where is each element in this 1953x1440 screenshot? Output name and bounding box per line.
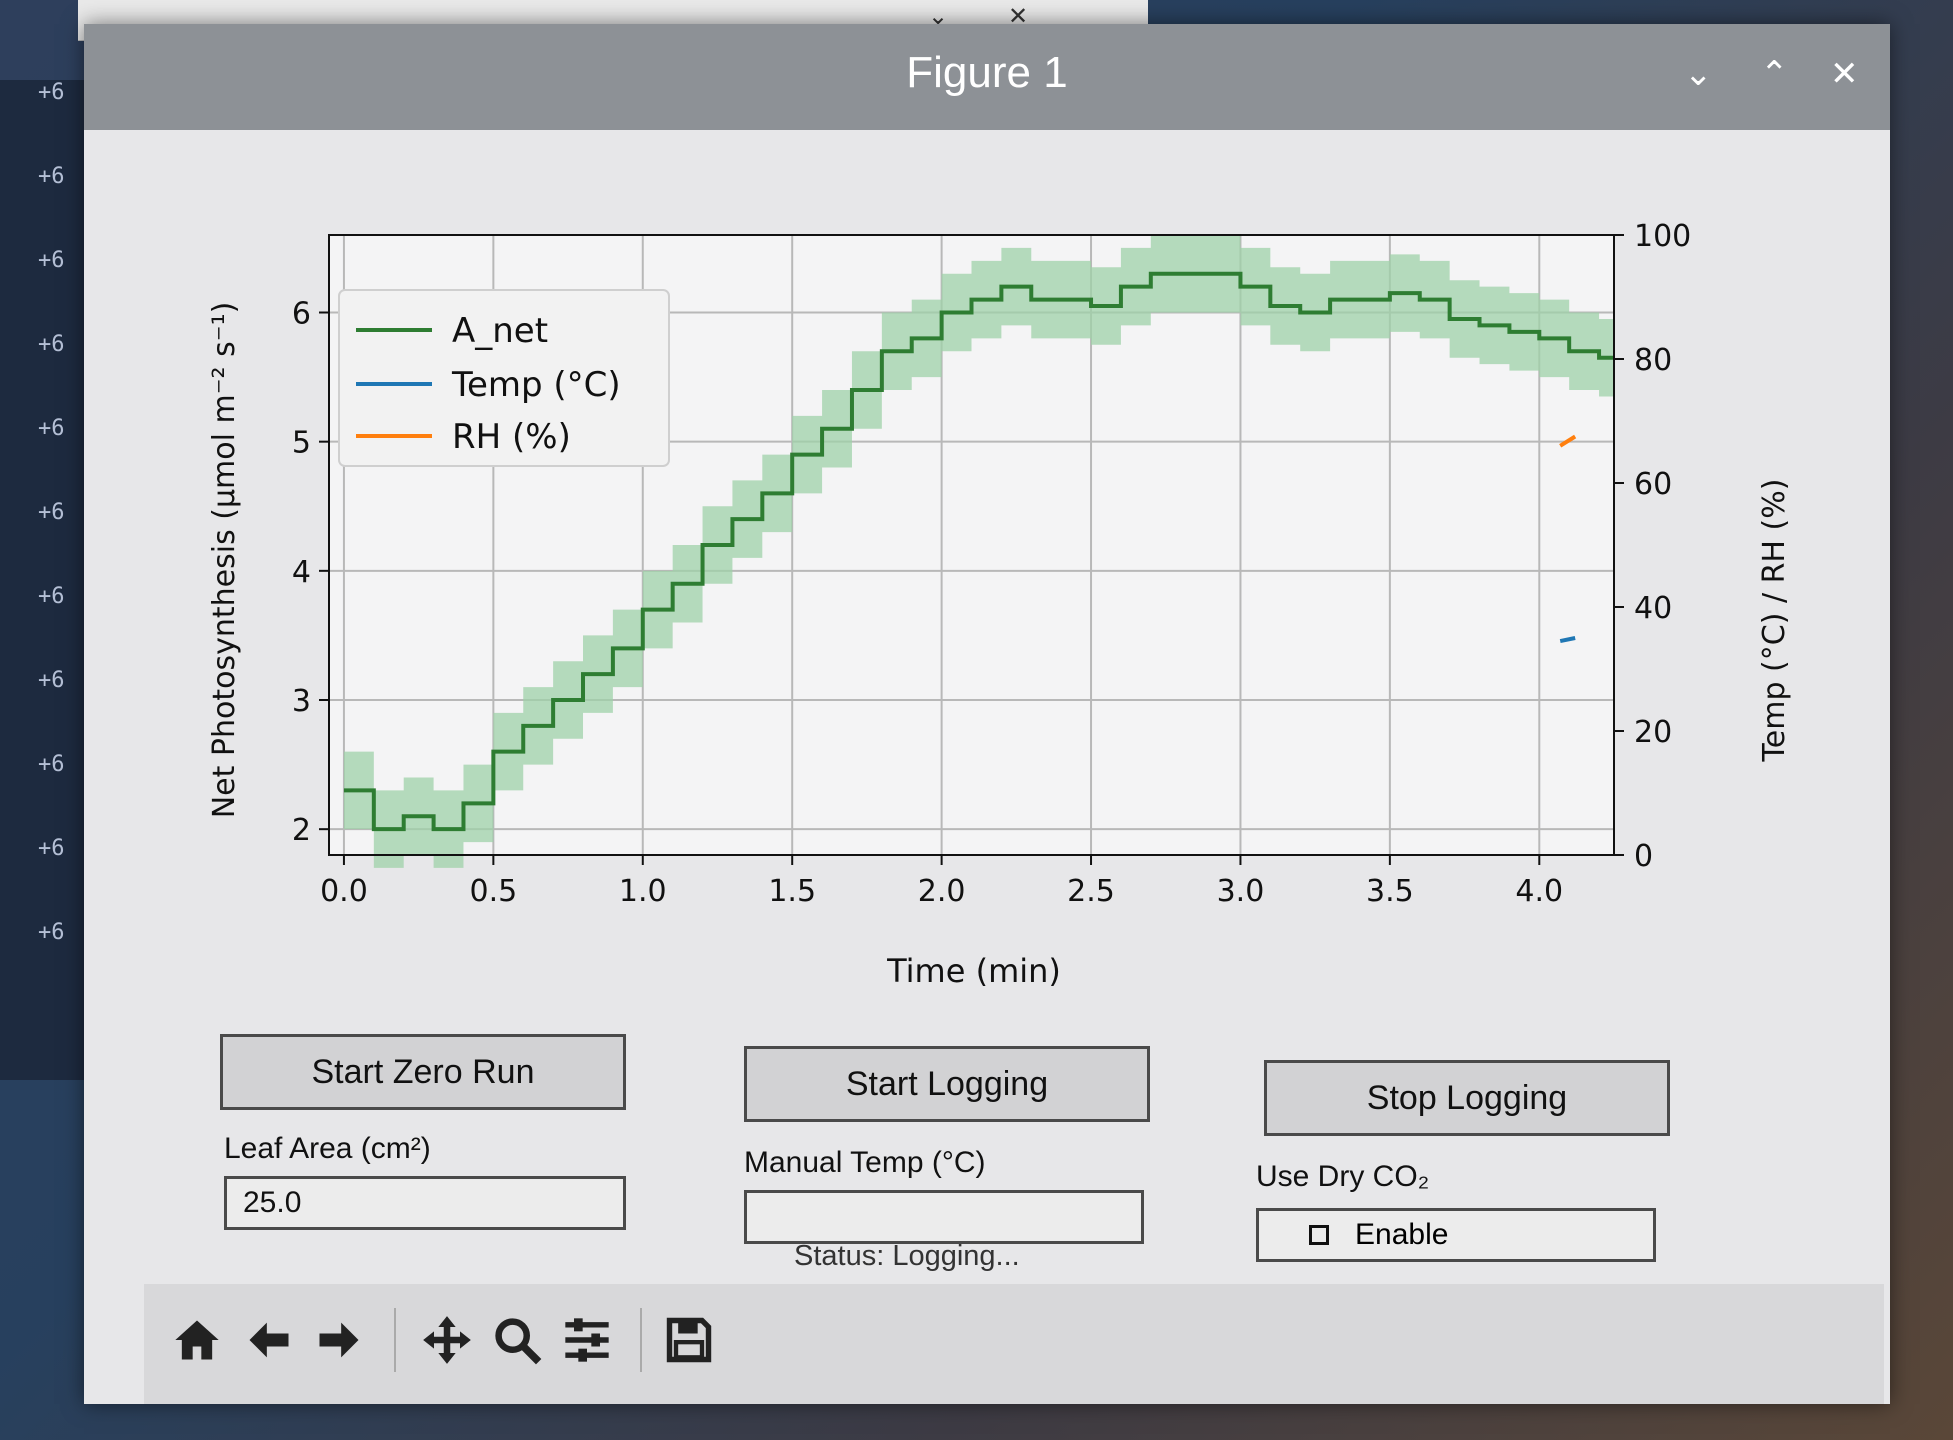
dry-co2-label: Use Dry CO₂ [1256,1160,1430,1193]
x-tick-label: 0.5 [470,874,518,909]
terminal-line: +6 [38,80,65,105]
y-left-tick-label: 3 [292,684,311,719]
plot-frame [328,234,1615,856]
stop-logging-button[interactable]: Stop Logging [1264,1060,1670,1136]
configure-icon[interactable] [554,1306,620,1374]
window-title: Figure 1 [906,48,1068,97]
status-text: Status: Logging... [794,1240,1020,1272]
leaf-area-label: Leaf Area (cm²) [224,1132,431,1165]
x-axis-ticks: 0.0 0.5 1.0 1.5 2.0 2.5 3.0 3.5 4.0 [320,855,1563,909]
legend: A_net Temp (°C) RH (%) [338,289,670,467]
checkbox-box[interactable] [1309,1225,1329,1245]
maximize-icon[interactable]: ⌃ [1760,54,1789,94]
toolbar-separator [640,1308,642,1372]
a-net-line [343,271,1614,832]
x-tick-label: 1.0 [619,874,667,909]
series-lines [343,271,1614,832]
forward-icon[interactable] [306,1306,372,1374]
terminal-line: +6 [38,836,65,861]
x-tick-label: 2.5 [1067,874,1115,909]
legend-label-temp: Temp (°C) [451,365,621,405]
back-icon[interactable] [236,1306,302,1374]
x-tick-label: 2.0 [918,874,966,909]
terminal-line: +6 [38,248,65,273]
x-tick-label: 3.5 [1366,874,1414,909]
zoom-icon[interactable] [484,1306,550,1374]
dry-co2-enable-label: Enable [1355,1218,1449,1251]
y-right-axis-ticks: 0 20 40 60 80 100 [1614,219,1691,874]
chart-canvas[interactable]: 0.0 0.5 1.0 1.5 2.0 2.5 3.0 3.5 4.0 2 3 4 5 6 0 20 40 6… [84,130,1890,1010]
minimize-icon[interactable]: ⌄ [1684,54,1713,94]
y-right-axis-label: Temp (°C) / RH (%) [1757,479,1792,763]
x-axis-label: Time (min) [886,952,1061,990]
manual-temp-input[interactable] [744,1190,1144,1244]
close-icon[interactable]: ✕ [1830,54,1859,94]
terminal-line: +6 [38,752,65,777]
terminal-line: +6 [38,500,65,525]
leaf-area-input[interactable]: 25.0 [224,1176,626,1230]
background-terminal: +6 +6 +6 +6 +6 +6 +6 +6 +6 +6 +6 [0,80,95,1080]
legend-label-rh: RH (%) [452,417,571,457]
window-titlebar[interactable]: Figure 1 ⌄ ⌃ ✕ [84,24,1890,130]
legend-label-a-net: A_net [452,311,548,351]
x-tick-label: 0.0 [320,874,368,909]
terminal-line: +6 [38,332,65,357]
terminal-line: +6 [38,668,65,693]
terminal-line: +6 [38,584,65,609]
x-tick-label: 4.0 [1515,874,1563,909]
y-left-tick-label: 6 [292,297,311,332]
y-right-tick-label: 60 [1634,467,1672,502]
y-left-axis-ticks: 2 3 4 5 6 [292,297,329,848]
navigation-toolbar [144,1284,1884,1404]
y-right-tick-label: 20 [1634,715,1672,750]
y-right-tick-label: 40 [1634,591,1672,626]
y-left-tick-label: 5 [292,426,311,461]
y-right-tick-label: 0 [1634,839,1653,874]
manual-temp-label: Manual Temp (°C) [744,1146,986,1179]
terminal-line: +6 [38,416,65,441]
pan-icon[interactable] [414,1306,480,1374]
y-right-tick-label: 100 [1634,219,1691,254]
y-left-axis-label: Net Photosynthesis (μmol m⁻² s⁻¹) [207,302,242,819]
background-minimize-icon: ⌄ [928,2,949,30]
start-logging-button[interactable]: Start Logging [744,1046,1150,1122]
start-zero-run-button[interactable]: Start Zero Run [220,1034,626,1110]
figure-window: Figure 1 ⌄ ⌃ ✕ 0.0 0.5 1.0 1.5 2.0 2.5 3.0 3.5 4… [84,24,1890,1404]
terminal-line: +6 [38,164,65,189]
temp-c-line [1559,636,1576,644]
y-right-tick-label: 80 [1634,343,1672,378]
toolbar-separator [394,1308,396,1372]
y-left-tick-label: 2 [292,813,311,848]
save-icon[interactable] [656,1306,722,1374]
rh-line [1559,434,1577,448]
dry-co2-enable-checkbox[interactable]: Enable [1256,1208,1656,1262]
x-tick-label: 3.0 [1217,874,1265,909]
x-tick-label: 1.5 [768,874,816,909]
background-close-icon: ✕ [1008,2,1029,30]
y-left-tick-label: 4 [292,555,311,590]
terminal-line: +6 [38,920,65,945]
home-icon[interactable] [164,1306,230,1374]
